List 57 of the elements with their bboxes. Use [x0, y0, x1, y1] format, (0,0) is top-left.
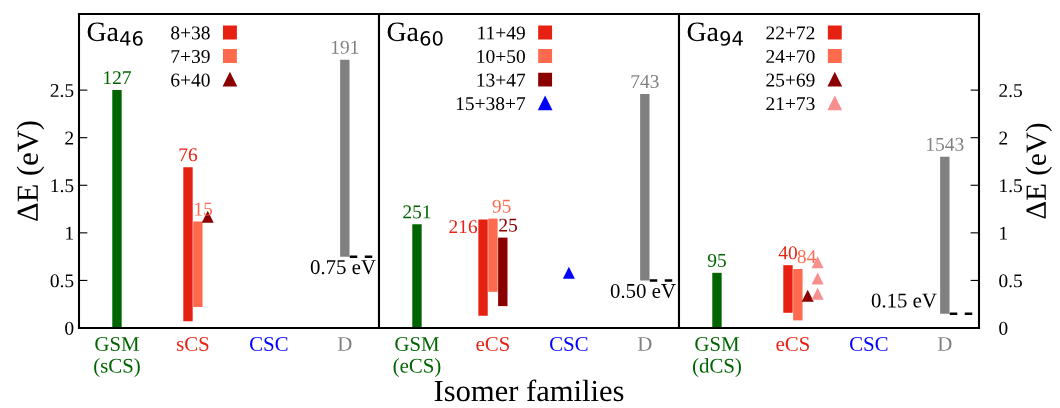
chart-title: Ga$_{94}$: [687, 22, 743, 46]
x-tick-label: D: [337, 337, 352, 351]
annotation: 127: [104, 71, 131, 85]
y-tick-label: 2: [65, 131, 74, 145]
x-tick-label: eCS: [476, 336, 509, 351]
y-tick-label: 0: [999, 321, 1008, 335]
chart-title: Ga$_{60}$: [387, 22, 443, 46]
annotation: 191: [331, 40, 359, 54]
annotation: 15: [195, 202, 213, 216]
ref-line-label: 0.75 eV: [310, 260, 376, 275]
legend-label: 8+38: [171, 26, 210, 40]
y-tick-label: 2: [999, 131, 1008, 145]
y-tick-label: 0.5: [50, 274, 74, 288]
ref-line-label: 0.50 eV: [610, 283, 676, 299]
x-tick-label: GSM (eCS): [393, 336, 441, 378]
y-axis-title: ΔE (eV): [16, 121, 45, 221]
annotation: 76: [179, 148, 198, 162]
x-tick-label: GSM (dCS): [693, 336, 741, 378]
legend-label: 13+47: [477, 73, 526, 87]
legend-label: 22+72: [766, 26, 815, 40]
x-tick-label: eCS: [776, 336, 809, 351]
y-tick-label: 1: [66, 226, 73, 240]
legend-label: 6+40: [171, 73, 210, 87]
ref-line-label: 0.15 eV: [871, 293, 937, 308]
x-tick-label: CSC: [850, 336, 888, 351]
x-tick-label: D: [637, 337, 652, 351]
y-tick-label: 0.5: [999, 274, 1022, 288]
y-axis-title: ΔE (eV): [1025, 123, 1052, 219]
legend-label: 24+70: [766, 49, 815, 64]
y-tick-label: 2.5: [50, 83, 74, 98]
legend-label: 10+50: [477, 49, 525, 64]
annotation: 40: [778, 246, 797, 260]
legend-label: 7+39: [171, 49, 210, 64]
x-tick-label: GSM (sCS): [94, 336, 140, 378]
annotation: 95: [492, 199, 511, 213]
annotation: 84: [797, 250, 817, 264]
y-tick-label: 2.5: [999, 83, 1022, 98]
y-tick-label: 0: [65, 321, 74, 335]
annotation: 1543: [927, 137, 964, 151]
chart-title: Ga$_{46}$: [87, 22, 143, 46]
legend-label: 25+69: [766, 73, 815, 87]
legend-label: 11+49: [478, 26, 525, 40]
y-tick-label: 1.5: [1000, 179, 1022, 193]
annotation: 216: [449, 220, 478, 234]
annotation: 95: [707, 253, 726, 267]
annotation: 743: [631, 75, 659, 89]
y-tick-label: 1.5: [51, 179, 74, 193]
x-tick-label: sCS: [176, 336, 209, 351]
x-axis-title: Isomer families: [434, 379, 624, 402]
x-tick-label: CSC: [250, 336, 288, 351]
legend-label: 21+73: [766, 97, 815, 111]
annotation: 25: [499, 218, 518, 232]
legend-label: 15+38+7: [456, 97, 526, 111]
annotation: 251: [403, 205, 431, 219]
x-tick-label: CSC: [550, 336, 588, 351]
y-tick-label: 1: [1000, 226, 1007, 240]
x-tick-label: D: [937, 337, 952, 351]
